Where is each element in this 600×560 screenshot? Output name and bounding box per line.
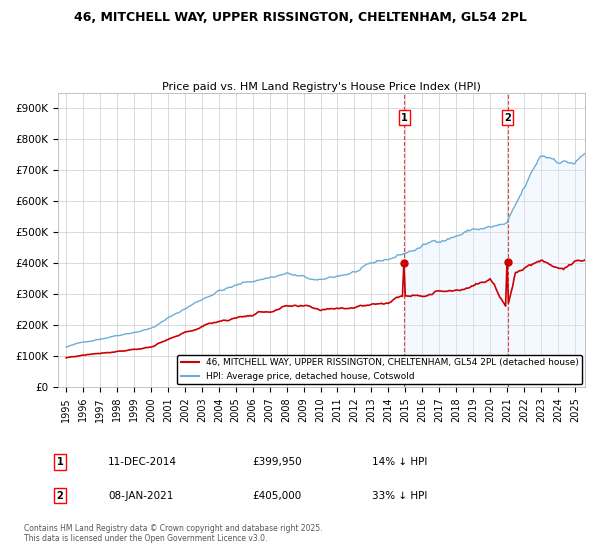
Text: 14% ↓ HPI: 14% ↓ HPI — [372, 457, 427, 467]
Text: 08-JAN-2021: 08-JAN-2021 — [108, 491, 173, 501]
Text: 33% ↓ HPI: 33% ↓ HPI — [372, 491, 427, 501]
Text: Contains HM Land Registry data © Crown copyright and database right 2025.
This d: Contains HM Land Registry data © Crown c… — [24, 524, 323, 543]
Legend: 46, MITCHELL WAY, UPPER RISSINGTON, CHELTENHAM, GL54 2PL (detached house), HPI: : 46, MITCHELL WAY, UPPER RISSINGTON, CHEL… — [177, 354, 582, 385]
Text: 2: 2 — [504, 113, 511, 123]
Text: £399,950: £399,950 — [252, 457, 302, 467]
Text: 46, MITCHELL WAY, UPPER RISSINGTON, CHELTENHAM, GL54 2PL: 46, MITCHELL WAY, UPPER RISSINGTON, CHEL… — [74, 11, 526, 24]
Text: 1: 1 — [401, 113, 408, 123]
Text: 2: 2 — [56, 491, 64, 501]
Text: £405,000: £405,000 — [252, 491, 301, 501]
Text: 1: 1 — [56, 457, 64, 467]
Title: Price paid vs. HM Land Registry's House Price Index (HPI): Price paid vs. HM Land Registry's House … — [162, 82, 481, 92]
Text: 11-DEC-2014: 11-DEC-2014 — [108, 457, 177, 467]
